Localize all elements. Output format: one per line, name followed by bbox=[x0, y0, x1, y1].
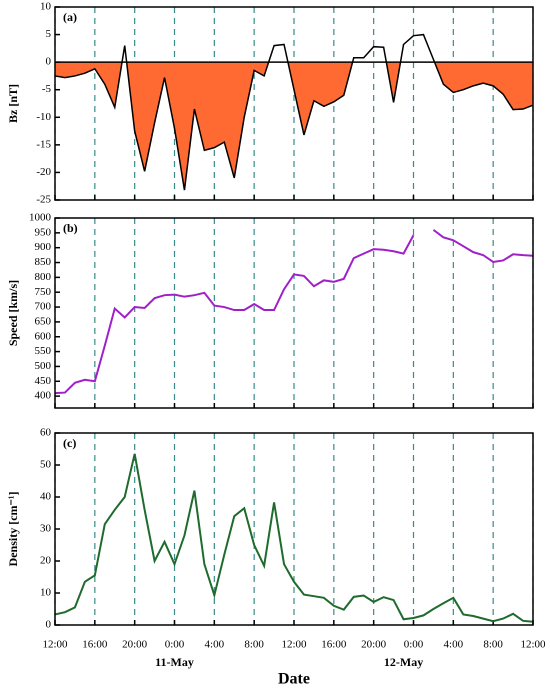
x-tick-label: 8:00 bbox=[244, 639, 264, 651]
plot-frame bbox=[54, 432, 534, 626]
y-tick-label: 400 bbox=[35, 390, 52, 402]
y-tick-label: 850 bbox=[35, 256, 52, 268]
y-tick-label: -25 bbox=[36, 194, 51, 206]
panel-label: (c) bbox=[63, 436, 76, 450]
x-tick-label: 12:00 bbox=[42, 639, 68, 651]
plot-frame bbox=[54, 6, 534, 201]
date-label: 12-May bbox=[384, 655, 423, 669]
y-tick-label: 10 bbox=[40, 1, 52, 13]
y-tick-label: -10 bbox=[36, 111, 51, 123]
y-tick-label: 650 bbox=[35, 315, 52, 327]
y-axis-label: Speed [km/s] bbox=[6, 280, 20, 346]
y-tick-label: 10 bbox=[40, 587, 52, 599]
y-tick-label: 40 bbox=[40, 491, 52, 503]
y-tick-label: 550 bbox=[35, 345, 52, 357]
y-tick-label: 450 bbox=[35, 375, 52, 387]
x-tick-label: 20:00 bbox=[122, 639, 148, 651]
y-tick-label: 950 bbox=[35, 226, 52, 238]
y-axis-label: Density [cm⁻¹] bbox=[6, 492, 20, 567]
y-tick-label: -5 bbox=[42, 83, 52, 95]
y-tick-label: 20 bbox=[40, 555, 52, 567]
y-tick-label: 60 bbox=[40, 427, 52, 439]
area bbox=[55, 62, 533, 191]
y-tick-label: 0 bbox=[46, 619, 52, 631]
panel-label: (b) bbox=[63, 221, 78, 235]
y-tick-label: 750 bbox=[35, 286, 52, 298]
y-tick-label: 1000 bbox=[29, 212, 52, 224]
x-tick-label: 20:00 bbox=[361, 639, 387, 651]
x-tick-label: 0:00 bbox=[165, 639, 185, 651]
y-tick-label: 700 bbox=[35, 301, 52, 313]
line bbox=[54, 229, 534, 395]
panel-label: (a) bbox=[63, 10, 77, 24]
x-tick-label: 0:00 bbox=[404, 639, 424, 651]
x-tick-label: 12:00 bbox=[520, 639, 546, 651]
y-tick-label: 30 bbox=[40, 523, 52, 535]
line bbox=[54, 453, 534, 623]
plot-frame bbox=[54, 217, 534, 409]
date-label: 11-May bbox=[155, 655, 194, 669]
y-tick-label: -20 bbox=[36, 166, 51, 178]
y-axis-label: Bz [nT] bbox=[6, 84, 20, 123]
y-tick-label: 800 bbox=[35, 271, 52, 283]
y-tick-label: 50 bbox=[40, 459, 52, 471]
x-tick-label: 4:00 bbox=[205, 639, 225, 651]
x-tick-label: 4:00 bbox=[444, 639, 464, 651]
line bbox=[54, 33, 534, 191]
x-tick-label: 8:00 bbox=[483, 639, 503, 651]
x-tick-label: 16:00 bbox=[321, 639, 347, 651]
y-tick-label: 0 bbox=[46, 56, 52, 68]
x-axis-label: Date bbox=[278, 671, 310, 688]
y-tick-label: 900 bbox=[35, 241, 52, 253]
x-tick-label: 12:00 bbox=[281, 639, 307, 651]
x-tick-label: 16:00 bbox=[82, 639, 108, 651]
y-tick-label: 600 bbox=[35, 330, 52, 342]
y-tick-label: 5 bbox=[46, 28, 52, 40]
y-tick-label: 500 bbox=[35, 360, 52, 372]
y-tick-label: -15 bbox=[36, 138, 51, 150]
